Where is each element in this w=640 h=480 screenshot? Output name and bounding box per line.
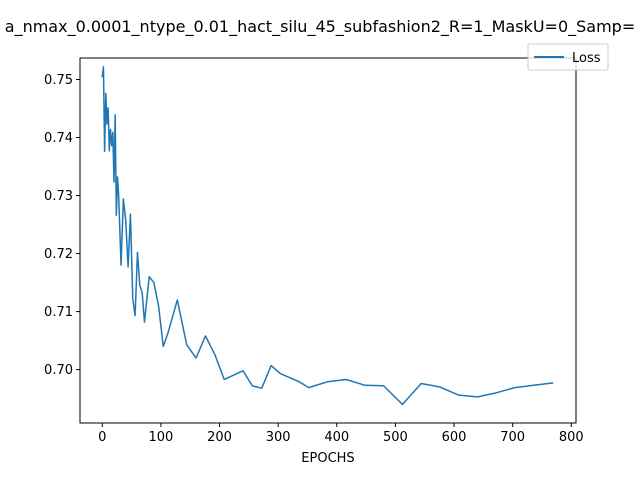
x-axis-label: EPOCHS (301, 451, 354, 466)
x-tick-label: 400 (324, 430, 349, 445)
x-tick-label: 800 (559, 430, 584, 445)
axes-frame (79, 57, 577, 424)
x-tick-label: 600 (442, 430, 467, 445)
legend-box (527, 43, 609, 71)
x-tick-label: 0 (98, 430, 106, 445)
y-tick-label: 0.70 (44, 363, 73, 378)
x-tick-label: 700 (500, 430, 525, 445)
y-tick-label: 0.71 (44, 305, 73, 320)
y-tick-label: 0.72 (44, 247, 73, 262)
y-axis: 0.70 0.71 0.72 0.73 0.74 0.75 (44, 73, 80, 378)
chart-title: a_nmax_0.0001_ntype_0.01_hact_silu_45_su… (5, 17, 635, 37)
y-tick-label: 0.74 (44, 131, 73, 146)
x-tick-label: 100 (148, 430, 173, 445)
x-tick-label: 500 (383, 430, 408, 445)
y-tick-label: 0.75 (44, 73, 73, 88)
x-tick-label: 300 (266, 430, 291, 445)
plot-area (79, 57, 577, 424)
legend-label-loss: Loss (572, 51, 601, 66)
legend: Loss (527, 43, 609, 71)
x-axis: 0 100 200 300 400 500 600 700 800 (98, 423, 584, 445)
y-tick-label: 0.73 (44, 189, 73, 204)
x-tick-label: 200 (207, 430, 232, 445)
series-line-loss (101, 65, 554, 406)
series-layer (101, 65, 554, 406)
